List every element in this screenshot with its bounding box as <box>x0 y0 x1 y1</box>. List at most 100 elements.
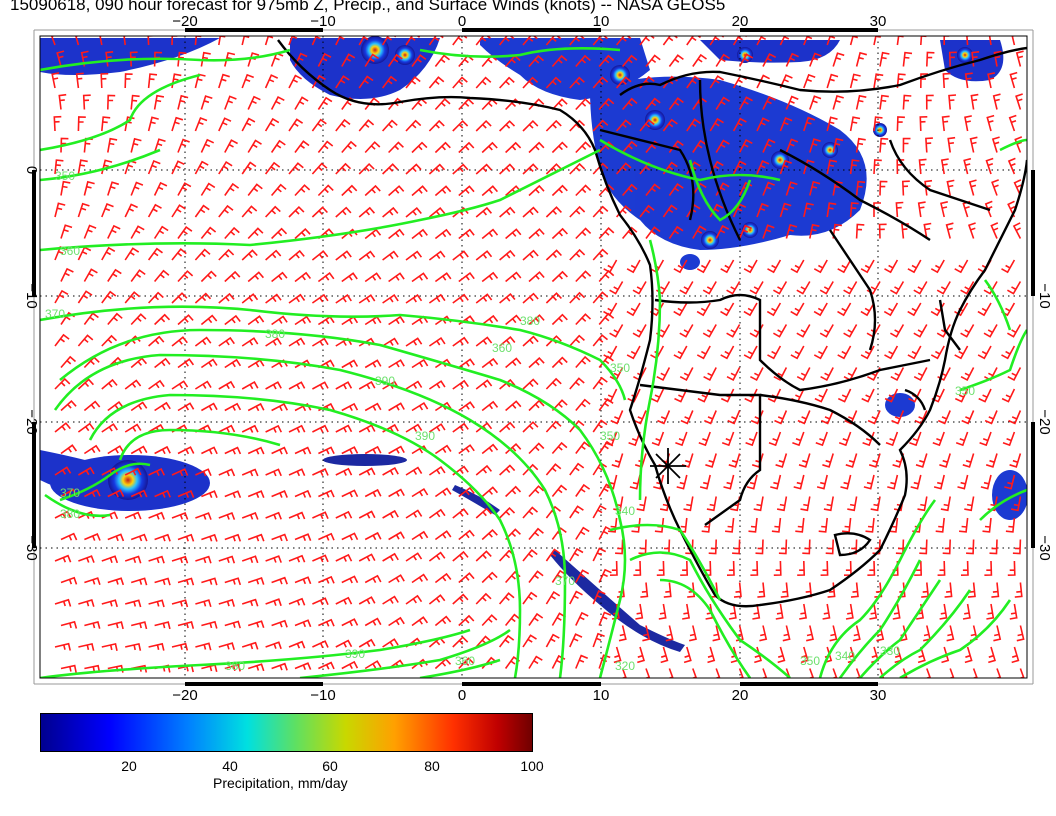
wind-barb <box>288 36 298 46</box>
wind-barb <box>388 616 405 627</box>
wind-barb <box>779 74 793 89</box>
wind-barb <box>271 662 288 671</box>
wind-barb <box>201 490 218 499</box>
wind-barb <box>865 517 875 533</box>
wind-barb <box>551 441 568 455</box>
svg-text:320: 320 <box>615 659 635 673</box>
wind-barb <box>499 464 516 476</box>
wind-barb <box>822 453 834 468</box>
wind-barb <box>829 625 838 642</box>
wind-barb <box>885 431 899 447</box>
wind-barb <box>609 324 624 338</box>
wind-barb <box>317 271 335 283</box>
wind-barb <box>569 377 585 390</box>
wind-barb <box>773 560 782 576</box>
wind-barb <box>241 641 259 650</box>
wind-barb <box>82 94 91 110</box>
wind-barb <box>752 603 761 620</box>
wind-barb <box>428 76 445 89</box>
wind-barb <box>615 76 632 89</box>
wind-barb <box>294 96 309 110</box>
wind-barb <box>247 576 265 585</box>
wind-barb <box>364 141 381 154</box>
wind-barb <box>247 402 265 412</box>
wind-barb <box>849 202 859 218</box>
wind-barb <box>838 431 852 447</box>
wind-barb <box>979 431 992 447</box>
wind-barb <box>668 54 684 67</box>
wind-barb <box>919 539 928 555</box>
wind-barb <box>428 250 446 261</box>
wind-barb <box>673 345 688 360</box>
wind-barb <box>411 487 429 498</box>
wind-barb <box>107 94 116 110</box>
wind-barb <box>147 159 161 175</box>
wind-barb <box>452 636 469 648</box>
wind-barb <box>177 402 195 412</box>
wind-barb <box>75 72 84 89</box>
wind-barb <box>312 381 329 390</box>
wind-barb <box>452 593 469 605</box>
wind-barb <box>750 560 759 576</box>
svg-text:370: 370 <box>60 486 80 500</box>
wind-barb <box>77 202 90 218</box>
wind-barb <box>381 36 397 46</box>
wind-barb <box>522 378 539 390</box>
wind-barb <box>1012 222 1022 239</box>
wind-barb <box>551 54 568 68</box>
wind-barb <box>728 453 741 468</box>
wind-barb <box>756 160 770 175</box>
wind-barb <box>341 660 359 670</box>
wind-barb <box>1012 539 1022 555</box>
wind-barb <box>388 141 404 154</box>
svg-text:20: 20 <box>732 13 749 30</box>
wind-barb <box>959 517 969 533</box>
wind-barb <box>60 180 71 196</box>
wind-barb <box>270 183 287 197</box>
wind-barb <box>991 582 1000 598</box>
wind-barb <box>1014 582 1023 598</box>
wind-barb <box>917 646 926 664</box>
wind-barb <box>434 487 452 498</box>
wind-barb <box>265 205 281 218</box>
wind-barb <box>855 51 868 67</box>
wind-barb <box>569 119 586 132</box>
wind-barb <box>615 119 632 132</box>
wind-barb <box>746 474 758 490</box>
wind-barb <box>773 367 788 381</box>
wind-barb <box>681 453 694 468</box>
wind-barb <box>621 226 638 240</box>
wind-barb <box>569 162 586 175</box>
wind-barb <box>939 603 948 620</box>
wind-barb <box>832 137 844 153</box>
wind-barb <box>696 259 711 274</box>
contour-labels: 350 360 370 380 390 390 380 360 350 350 … <box>45 169 975 673</box>
wind-barb <box>982 517 992 533</box>
wind-barb <box>743 259 758 274</box>
wind-barb <box>837 388 852 403</box>
svg-text:−30: −30 <box>1036 535 1053 560</box>
wind-barb <box>428 594 446 605</box>
wind-barb <box>954 345 969 360</box>
wind-barb <box>452 36 468 46</box>
wind-barb <box>54 642 71 651</box>
wind-barb <box>458 401 475 412</box>
wind-barb <box>505 271 522 283</box>
wind-barb <box>124 291 141 304</box>
wind-barb <box>800 496 811 512</box>
wind-barb <box>545 36 562 46</box>
wind-barb <box>195 468 212 477</box>
wind-barb <box>218 511 236 520</box>
wind-barb <box>662 36 678 46</box>
wind-barb <box>969 136 978 153</box>
wind-barb <box>147 203 162 218</box>
wind-barb <box>803 116 816 132</box>
wind-barb <box>703 367 717 381</box>
wind-barb <box>224 533 242 542</box>
wind-barb <box>657 410 671 425</box>
wind-barb <box>405 380 423 390</box>
wind-barb <box>312 597 329 606</box>
svg-text:370: 370 <box>45 307 65 321</box>
wind-barb <box>850 582 859 598</box>
wind-barb <box>505 357 522 369</box>
